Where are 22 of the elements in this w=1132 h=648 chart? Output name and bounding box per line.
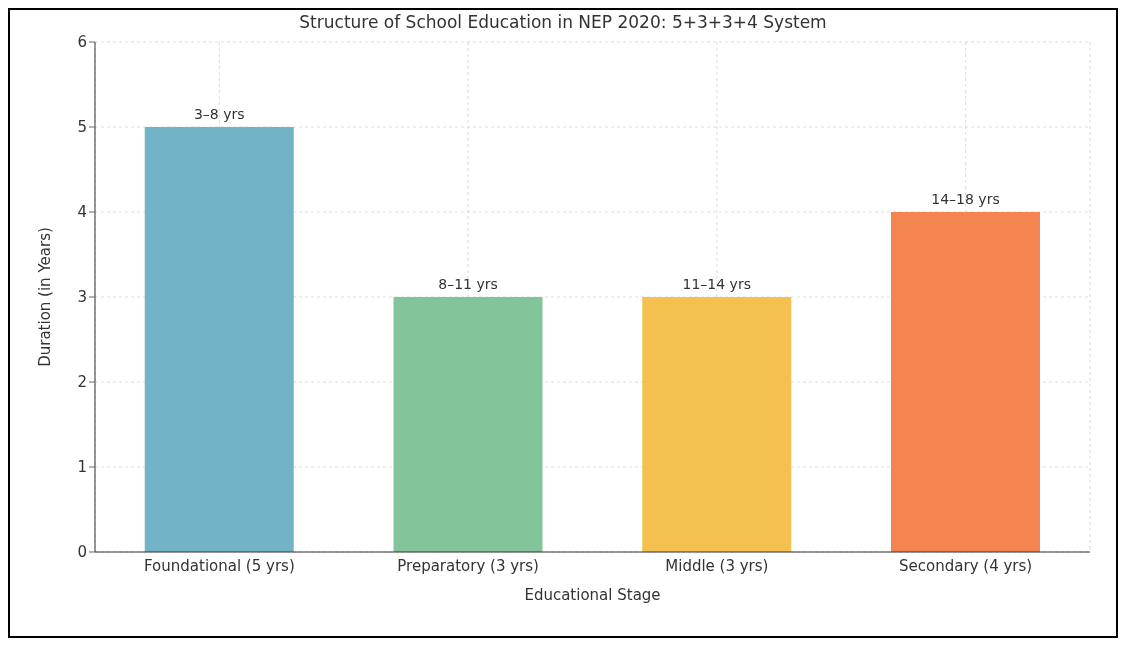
data-label: 14–18 yrs: [931, 191, 1000, 207]
y-tick-label: 2: [77, 373, 87, 392]
x-tick-label: Middle (3 yrs): [665, 556, 769, 575]
data-label: 11–14 yrs: [682, 276, 751, 292]
y-tick-label: 3: [77, 288, 87, 307]
x-tick-label: Preparatory (3 yrs): [397, 556, 539, 575]
y-tick-label: 0: [77, 543, 87, 562]
bar: [393, 297, 543, 552]
x-tick-label: Foundational (5 yrs): [144, 556, 295, 575]
data-label: 3–8 yrs: [193, 106, 245, 122]
x-axis-title: Educational Stage: [524, 586, 661, 604]
x-tick-label: Secondary (4 yrs): [899, 556, 1033, 575]
chart-title: Structure of School Education in NEP 2020: 5+3+3+4 System: [298, 12, 828, 32]
y-axis-title: Duration (in Years): [36, 227, 55, 367]
y-tick-label: 1: [77, 458, 87, 477]
bar: [144, 127, 294, 552]
bar: [642, 297, 792, 552]
y-tick-label: 4: [77, 203, 87, 222]
bar: [891, 212, 1040, 552]
data-label: 8–11 yrs: [438, 276, 498, 292]
y-tick-label: 6: [77, 33, 87, 52]
y-tick-label: 5: [77, 118, 87, 137]
